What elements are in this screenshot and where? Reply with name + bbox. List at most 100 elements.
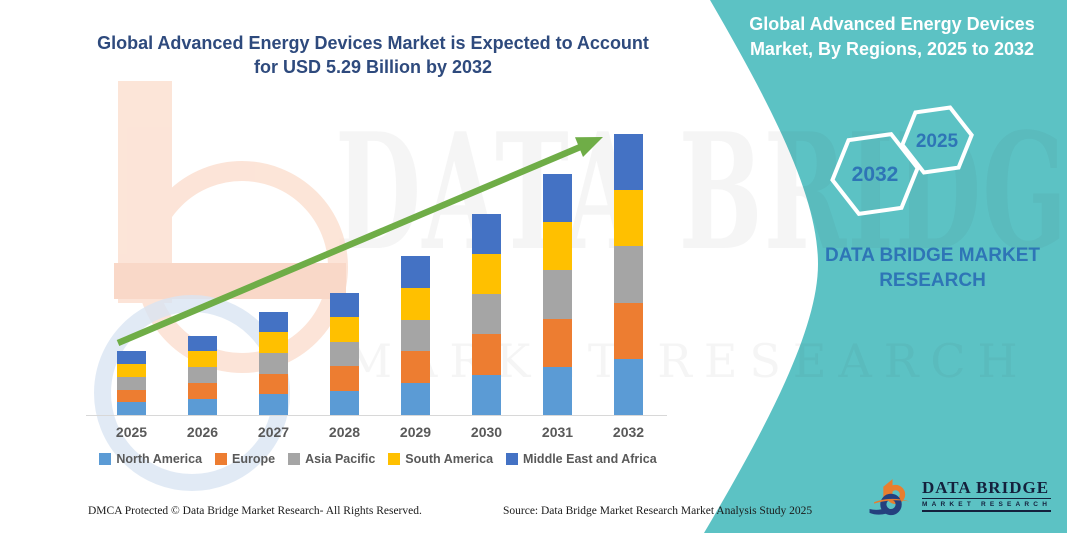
bar-segment-north-america-2030 xyxy=(472,374,501,415)
logo-rule-top xyxy=(922,497,1052,499)
hexagon-2025 xyxy=(900,105,974,175)
bar-segment-middle-east-and-africa-2030 xyxy=(472,213,501,254)
x-axis-label-2032: 2032 xyxy=(612,424,645,440)
bar-segment-asia-pacific-2031 xyxy=(543,270,572,319)
chart-legend: North America Europe Asia Pacific South Ame… xyxy=(83,452,673,466)
x-axis-label-2028: 2028 xyxy=(328,424,361,440)
bar-segment-europe-2030 xyxy=(472,334,501,375)
bar-2025 xyxy=(117,351,146,415)
bar-segment-middle-east-and-africa-2026 xyxy=(188,335,217,352)
bar-segment-middle-east-and-africa-2028 xyxy=(330,293,359,318)
bar-segment-south-america-2027 xyxy=(259,332,288,353)
legend-swatch xyxy=(215,453,228,465)
x-axis-label-2025: 2025 xyxy=(115,424,148,440)
legend-swatch xyxy=(288,453,301,465)
bar-segment-europe-2029 xyxy=(401,351,430,384)
bar-segment-south-america-2030 xyxy=(472,253,501,295)
bar-segment-asia-pacific-2032 xyxy=(614,246,643,303)
bar-2026 xyxy=(188,335,217,416)
bar-segment-asia-pacific-2027 xyxy=(259,352,288,374)
banner-title-line2: Market, By Regions, 2025 to 2032 xyxy=(749,39,1035,60)
legend-swatch xyxy=(388,453,401,465)
page-title-line2: for USD 5.29 Billion by 2032 xyxy=(253,56,493,77)
legend-item-north-america: North America xyxy=(99,452,202,466)
bar-segment-south-america-2028 xyxy=(330,317,359,342)
legend-item-middle-east-and-africa: Middle East and Africa xyxy=(506,452,657,466)
bar-2032 xyxy=(614,134,643,415)
watermark-logo-b xyxy=(94,73,368,491)
bar-segment-south-america-2026 xyxy=(188,351,217,368)
bar-segment-middle-east-and-africa-2027 xyxy=(259,311,288,333)
legend-item-europe: Europe xyxy=(215,452,275,466)
brand-text: DATA BRIDGE MARKET RESEARCH xyxy=(815,244,1050,293)
bar-segment-asia-pacific-2028 xyxy=(330,341,359,367)
brand-text-line2: RESEARCH xyxy=(879,269,986,291)
bar-segment-middle-east-and-africa-2032 xyxy=(614,134,643,191)
bar-segment-middle-east-and-africa-2031 xyxy=(543,173,572,223)
bar-segment-north-america-2029 xyxy=(401,383,430,415)
legend-label: Asia Pacific xyxy=(305,452,376,466)
hexagon-2025-label: 2025 xyxy=(916,131,959,152)
page-title: Global Advanced Energy Devices Market is… xyxy=(90,32,656,80)
bar-segment-north-america-2031 xyxy=(543,366,572,415)
bar-segment-europe-2027 xyxy=(259,373,288,395)
watermark-marketresearch-text: MARKET RESEARCH xyxy=(345,334,1030,388)
teal-banner-shape xyxy=(704,0,1067,533)
company-logo-tagline: MARKET RESEARCH xyxy=(922,501,1052,508)
bar-2028 xyxy=(330,293,359,415)
company-logo-textblock: DATA BRIDGE MARKET RESEARCH xyxy=(922,477,1052,514)
x-axis-label-2027: 2027 xyxy=(257,424,290,440)
bar-segment-asia-pacific-2025 xyxy=(117,376,146,390)
company-logo: DATA BRIDGE MARKET RESEARCH xyxy=(868,472,1052,520)
bar-2029 xyxy=(401,256,430,415)
bar-segment-north-america-2028 xyxy=(330,390,359,415)
company-logo-icon xyxy=(869,479,910,516)
bar-2031 xyxy=(543,173,572,415)
bar-segment-north-america-2026 xyxy=(188,399,217,415)
legend-item-south-america: South America xyxy=(388,452,493,466)
bar-segment-middle-east-and-africa-2025 xyxy=(117,351,146,365)
legend-label: North America xyxy=(116,452,203,466)
x-axis-label-2030: 2030 xyxy=(470,424,503,440)
hexagon-2032-label: 2032 xyxy=(852,163,899,186)
bar-segment-south-america-2025 xyxy=(117,364,146,377)
bar-segment-europe-2031 xyxy=(543,318,572,367)
legend-swatch xyxy=(99,453,112,465)
legend-label: Europe xyxy=(232,452,276,466)
watermark-logo-band xyxy=(114,263,346,299)
bar-segment-north-america-2027 xyxy=(259,394,288,415)
bar-segment-europe-2032 xyxy=(614,302,643,359)
banner-title-line1: Global Advanced Energy Devices xyxy=(749,14,1035,34)
bar-segment-south-america-2029 xyxy=(401,287,430,320)
hexagon-badges: 2032 2025 xyxy=(830,105,974,216)
bar-segment-asia-pacific-2029 xyxy=(401,319,430,352)
x-axis-label-2026: 2026 xyxy=(186,424,219,440)
legend-swatch xyxy=(506,453,519,465)
legend-item-asia-pacific: Asia Pacific xyxy=(288,452,375,466)
x-axis-label-2031: 2031 xyxy=(541,424,574,440)
x-axis-line xyxy=(86,415,667,416)
hexagon-2032 xyxy=(830,132,920,216)
bar-segment-europe-2025 xyxy=(117,389,146,403)
bar-segment-south-america-2032 xyxy=(614,190,643,247)
copyright-text: DMCA Protected © Data Bridge Market Rese… xyxy=(88,505,422,517)
bar-segment-north-america-2032 xyxy=(614,358,643,415)
bar-segment-asia-pacific-2026 xyxy=(188,367,217,384)
legend-label: Middle East and Africa xyxy=(523,452,657,466)
banner-title: Global Advanced Energy Devices Market, B… xyxy=(742,12,1042,62)
bar-2027 xyxy=(259,311,288,415)
legend-label: South America xyxy=(405,452,494,466)
brand-text-line1: DATA BRIDGE MARKET xyxy=(825,245,1040,266)
company-logo-name: DATA BRIDGE xyxy=(922,477,1050,497)
bar-segment-asia-pacific-2030 xyxy=(472,294,501,335)
source-text: Source: Data Bridge Market Research Mark… xyxy=(503,505,813,517)
bar-segment-europe-2026 xyxy=(188,383,217,400)
bar-segment-europe-2028 xyxy=(330,366,359,391)
logo-rule-bottom xyxy=(922,510,1052,512)
bar-segment-middle-east-and-africa-2029 xyxy=(401,256,430,288)
bar-2030 xyxy=(472,213,501,415)
page-title-line1: Global Advanced Energy Devices Market is… xyxy=(97,33,649,53)
bar-segment-south-america-2031 xyxy=(543,222,572,271)
